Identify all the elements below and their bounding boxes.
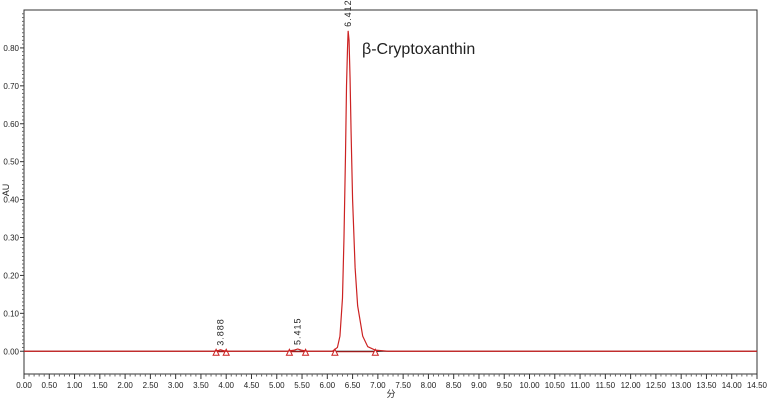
x-tick-label: 13.00 xyxy=(671,381,692,390)
y-axis-ticks: 0.00 0.10 0.20 0.30 0.40 0.50 0.60 0.70 0.80 xyxy=(3,13,24,356)
integration-marker xyxy=(285,348,294,356)
peak-integration-baselines xyxy=(212,348,380,356)
x-tick-label: 8.00 xyxy=(421,381,437,390)
y-tick-label: 0.00 xyxy=(3,347,19,356)
x-tick-label: 9.50 xyxy=(496,381,512,390)
x-axis-ticks: 0.00 0.50 1.00 1.50 2.00 2.50 3.00 3.50 4.00 4.50… xyxy=(16,374,768,390)
x-tick-label: 7.50 xyxy=(395,381,411,390)
y-tick-label: 0.80 xyxy=(3,44,19,53)
y-tick-label: 0.20 xyxy=(3,271,19,280)
x-tick-label: 1.50 xyxy=(92,381,108,390)
y-tick-label: 0.60 xyxy=(3,120,19,129)
x-tick-label: 2.00 xyxy=(117,381,133,390)
compound-annotation: β-Cryptoxanthin xyxy=(362,41,475,58)
x-tick-label: 8.50 xyxy=(446,381,462,390)
integration-marker xyxy=(212,348,220,356)
x-tick-label: 6.50 xyxy=(345,381,361,390)
x-tick-label: 2.50 xyxy=(143,381,159,390)
x-tick-label: 10.50 xyxy=(545,381,566,390)
peak-label: 3.888 xyxy=(216,318,226,346)
x-tick-label: 4.50 xyxy=(244,381,260,390)
x-tick-label: 3.00 xyxy=(168,381,184,390)
x-tick-label: 1.00 xyxy=(67,381,83,390)
plot-frame xyxy=(23,9,758,375)
y-tick-label: 0.40 xyxy=(3,196,19,205)
integration-marker xyxy=(371,348,380,356)
x-tick-label: 9.00 xyxy=(471,381,487,390)
x-tick-label: 5.00 xyxy=(269,381,285,390)
y-tick-label: 0.10 xyxy=(3,309,19,318)
peak-label: 6.412 xyxy=(343,0,353,27)
integration-marker xyxy=(222,348,231,356)
integration-marker xyxy=(331,348,339,356)
chromatogram-trace xyxy=(24,30,757,352)
x-tick-label: 0.00 xyxy=(16,381,32,390)
x-tick-label: 11.50 xyxy=(596,381,616,390)
x-tick-label: 6.00 xyxy=(320,381,336,390)
x-axis-label: 分 xyxy=(386,389,395,399)
x-tick-label: 7.00 xyxy=(370,381,386,390)
x-tick-label: 3.50 xyxy=(193,381,209,390)
x-tick-label: 10.00 xyxy=(520,381,541,390)
y-axis-label: AU xyxy=(1,184,11,197)
x-tick-label: 11.00 xyxy=(570,381,590,390)
x-tick-label: 14.50 xyxy=(747,381,768,390)
y-tick-label: 0.30 xyxy=(3,234,19,243)
y-tick-label: 0.70 xyxy=(3,82,19,91)
x-tick-label: 0.50 xyxy=(41,381,57,390)
integration-marker xyxy=(301,348,310,356)
y-tick-label: 0.50 xyxy=(3,158,19,167)
peak-label: 5.415 xyxy=(293,317,303,345)
peak-labels: 3.888 5.415 6.412 xyxy=(216,0,354,346)
x-tick-label: 12.00 xyxy=(621,381,642,390)
x-tick-label: 13.50 xyxy=(696,381,717,390)
x-tick-label: 5.50 xyxy=(294,381,310,390)
x-tick-label: 14.00 xyxy=(722,381,743,390)
x-tick-label: 4.00 xyxy=(218,381,234,390)
x-tick-label: 12.50 xyxy=(646,381,667,390)
